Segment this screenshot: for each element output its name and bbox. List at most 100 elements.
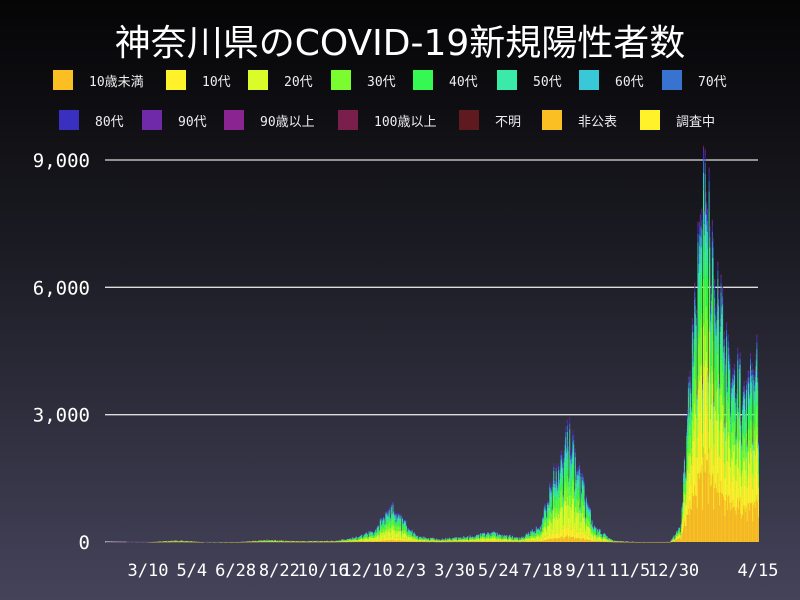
- bar-segment: [426, 538, 428, 540]
- bar-segment: [395, 538, 397, 542]
- bar-segment: [395, 526, 397, 530]
- bar-segment: [374, 529, 376, 530]
- bar-segment: [414, 540, 416, 542]
- bar-segment: [365, 541, 367, 542]
- bar-segment: [398, 514, 400, 516]
- bar-segment: [409, 541, 411, 542]
- bar-segment: [383, 528, 385, 533]
- bar-segment: [374, 530, 376, 533]
- bar-segment: [402, 525, 404, 528]
- bar-segment: [400, 516, 402, 519]
- bar-segment: [370, 533, 372, 536]
- bar-segment: [385, 520, 387, 526]
- bar-segment: [367, 534, 368, 535]
- bar-segment: [399, 540, 401, 542]
- bar-segment: [406, 532, 408, 534]
- bar-segment: [387, 529, 389, 538]
- bar-segment: [390, 527, 392, 533]
- bar-segment: [394, 531, 396, 538]
- bar-segment: [382, 529, 384, 533]
- bar-segment: [430, 539, 432, 541]
- bar-segment: [387, 509, 389, 511]
- bar-segment: [394, 540, 396, 542]
- bar-segment: [383, 520, 385, 525]
- bar-segment: [377, 527, 379, 530]
- bar-segment: [365, 536, 367, 539]
- bar-segment: [367, 538, 368, 541]
- bar-segment: [403, 520, 405, 522]
- bar-segment: [402, 522, 404, 524]
- bar-segment: [381, 535, 383, 540]
- bar-segment: [393, 510, 395, 513]
- bar-segment: [402, 523, 404, 526]
- bar-segment: [379, 519, 381, 521]
- bar-segment: [386, 518, 388, 522]
- bar-segment: [351, 537, 353, 539]
- bar-segment: [422, 536, 424, 538]
- bar-segment: [361, 539, 363, 541]
- chart-title: 神奈川県のCOVID-19新規陽性者数: [114, 23, 686, 64]
- legend-item: 10代: [166, 70, 231, 90]
- bar-segment: [404, 522, 406, 526]
- bar-segment: [421, 541, 423, 542]
- bar-segment: [425, 538, 427, 539]
- bar-segment: [417, 535, 419, 537]
- bar-segment: [405, 540, 407, 542]
- bar-segment: [390, 520, 392, 524]
- bar-segment: [376, 541, 378, 542]
- bar-segment: [367, 538, 369, 540]
- bar-segment: [373, 534, 375, 536]
- bar-segment: [406, 531, 408, 533]
- bar-segment: [396, 531, 398, 538]
- bar-segment: [389, 512, 391, 517]
- bar-segment: [403, 533, 405, 539]
- bar-segment: [355, 537, 357, 539]
- bar-segment: [405, 523, 407, 526]
- bar-segment: [390, 538, 392, 541]
- bar-segment: [424, 541, 426, 542]
- bar-segment: [364, 535, 366, 537]
- bar-segment: [376, 533, 378, 537]
- bar-segment: [367, 540, 368, 542]
- bar-segment: [420, 536, 422, 538]
- bar-segment: [417, 536, 419, 538]
- bar-segment: [424, 537, 426, 539]
- bar-segment: [410, 535, 412, 538]
- bar-segment: [355, 538, 357, 540]
- bar-segment: [396, 537, 398, 541]
- bar-segment: [351, 540, 353, 542]
- bar-segment: [397, 540, 399, 542]
- bar-segment: [391, 519, 393, 525]
- bar-segment: [359, 541, 360, 542]
- bar-segment: [175, 541, 177, 542]
- bar-segment: [409, 532, 411, 535]
- bar-segment: [394, 530, 396, 538]
- bar-segment: [358, 537, 360, 539]
- bar-segment: [404, 540, 406, 542]
- bar-segment: [405, 520, 407, 522]
- bar-segment: [382, 538, 384, 541]
- bar-segment: [420, 538, 422, 540]
- bar-segment: [386, 512, 388, 514]
- bar-segment: [391, 524, 393, 531]
- bar-segment: [425, 539, 427, 541]
- bar-segment: [371, 541, 373, 542]
- bar-segment: [374, 540, 376, 542]
- bar-segment: [369, 538, 371, 541]
- bar-segment: [407, 527, 409, 529]
- bar-segment: [386, 531, 388, 538]
- legend-item: 90歳以上: [224, 110, 315, 130]
- bar-segment: [382, 520, 384, 523]
- y-tick-label: 9,000: [33, 150, 90, 172]
- bar-segment: [378, 525, 380, 527]
- bar-segment: [382, 525, 384, 530]
- bar-segment: [408, 534, 410, 538]
- bar-segment: [399, 527, 401, 533]
- bar-segment: [280, 541, 282, 542]
- bar-segment: [377, 526, 379, 528]
- bar-segment: [413, 540, 415, 542]
- bar-segment: [390, 506, 392, 510]
- bar-segment: [405, 529, 407, 534]
- bar-segment: [394, 524, 396, 531]
- bar-segment: [349, 539, 351, 541]
